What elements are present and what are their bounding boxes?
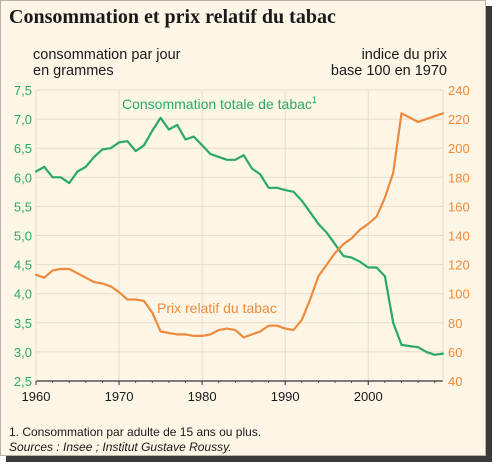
- left-axis-title-line-2: en grammes: [33, 63, 114, 79]
- y-left-tick-label: 4,0: [14, 287, 32, 302]
- y-left-tick-label: 6,5: [14, 141, 32, 156]
- series-label-price: Prix relatif du tabac: [157, 300, 277, 316]
- chart-annotations: Consommation totale de tabac1 Prix relati…: [122, 95, 317, 316]
- y-left-tick-label: 6,0: [14, 170, 32, 185]
- series-price-line: [34, 112, 445, 339]
- right-axis-title-line-1: indice du prix: [361, 47, 447, 63]
- y-right-tick-label: 240: [448, 83, 470, 98]
- chart-series: [34, 112, 445, 356]
- chart-axes: [35, 90, 444, 385]
- y-left-tick-label: 5,5: [14, 199, 32, 214]
- right-axis-title: indice du prix base 100 en 1970: [331, 47, 447, 79]
- x-tick-label: 1960: [22, 389, 51, 404]
- x-tick-label: 1970: [105, 389, 134, 404]
- chart-grid: [35, 89, 443, 382]
- y-right-tick-label: 60: [448, 345, 462, 360]
- chart-footnote: 1. Consommation par adulte de 15 ans ou …: [9, 425, 261, 455]
- y-right-tick-label: 100: [448, 287, 470, 302]
- y-right-tick-label: 160: [448, 199, 470, 214]
- y-right-tick-label: 140: [448, 229, 470, 244]
- y-left-tick-label: 7,5: [14, 83, 32, 98]
- y-left-tick-label: 3,0: [14, 345, 32, 360]
- series-consumption-line: [34, 116, 445, 356]
- left-axis-title: consommation par jour en grammes: [33, 47, 181, 79]
- right-axis-title-line-2: base 100 en 1970: [330, 63, 447, 79]
- chart-ticks: 2,5 3,0 3,5 4,0 4,5 5,0 5,5 6,0 6,5 7,0 7,5 40 60 80 1…: [14, 83, 470, 404]
- y-left-tick-label: 3,5: [14, 316, 32, 331]
- y-right-tick-label: 40: [448, 374, 462, 389]
- footnote-text: 1. Consommation par adulte de 15 ans ou …: [9, 425, 262, 439]
- y-right-tick-label: 220: [448, 112, 470, 127]
- y-right-tick-label: 80: [448, 316, 462, 331]
- series-label-consumption: Consommation totale de tabac1: [122, 95, 317, 112]
- y-left-tick-label: 5,0: [14, 229, 32, 244]
- y-left-tick-label: 4,5: [14, 258, 32, 273]
- y-right-tick-label: 200: [448, 141, 470, 156]
- x-tick-label: 1980: [188, 389, 217, 404]
- line-chart: 2,5 3,0 3,5 4,0 4,5 5,0 5,5 6,0 6,5 7,0 7,5 40 60 80 1…: [14, 83, 470, 404]
- x-tick-label: 2000: [354, 389, 383, 404]
- chart-card: Consommation et prix relatif du tabac co…: [0, 0, 486, 456]
- sources-text: Sources : Insee ; Institut Gustave Rouss…: [9, 440, 232, 454]
- chart-title: Consommation et prix relatif du tabac: [9, 6, 336, 28]
- left-axis-title-line-1: consommation par jour: [33, 47, 181, 63]
- y-right-tick-label: 120: [448, 258, 470, 273]
- y-right-tick-label: 180: [448, 170, 470, 185]
- y-left-tick-label: 7,0: [14, 112, 32, 127]
- y-left-tick-label: 2,5: [14, 374, 32, 389]
- x-tick-label: 1990: [271, 389, 300, 404]
